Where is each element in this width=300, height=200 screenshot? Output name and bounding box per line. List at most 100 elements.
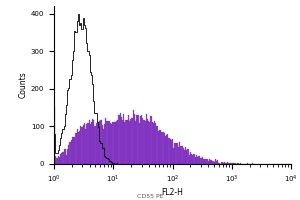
Bar bbox=[134, 114, 135, 164]
Bar bbox=[205, 159, 206, 164]
Bar bbox=[197, 157, 198, 164]
Bar bbox=[136, 115, 137, 164]
Bar bbox=[67, 149, 68, 164]
Bar bbox=[177, 143, 178, 164]
Bar bbox=[151, 116, 152, 164]
Bar bbox=[171, 140, 172, 164]
Bar bbox=[226, 163, 227, 164]
Bar bbox=[113, 122, 115, 164]
Bar bbox=[93, 120, 94, 164]
Bar bbox=[98, 122, 99, 164]
Bar bbox=[162, 132, 164, 164]
Bar bbox=[142, 118, 143, 164]
Bar bbox=[193, 154, 194, 164]
Bar bbox=[61, 153, 62, 164]
Bar bbox=[110, 123, 111, 164]
Bar bbox=[235, 163, 236, 164]
Bar bbox=[60, 154, 61, 164]
Bar bbox=[196, 155, 197, 164]
Bar bbox=[237, 163, 238, 164]
Bar bbox=[192, 155, 193, 164]
Bar bbox=[216, 161, 217, 164]
Bar bbox=[167, 134, 168, 164]
Bar bbox=[185, 147, 186, 164]
Bar bbox=[209, 159, 210, 164]
Bar bbox=[127, 120, 128, 164]
X-axis label: FL2-H: FL2-H bbox=[162, 188, 183, 197]
Bar bbox=[109, 121, 110, 164]
Bar bbox=[240, 163, 241, 164]
Bar bbox=[105, 118, 106, 164]
Bar bbox=[218, 163, 220, 164]
Bar bbox=[190, 152, 191, 164]
Bar bbox=[252, 163, 253, 164]
Bar bbox=[58, 156, 59, 164]
Bar bbox=[139, 123, 140, 164]
Bar bbox=[212, 161, 214, 164]
Bar bbox=[124, 122, 125, 164]
Bar bbox=[96, 123, 97, 164]
Bar bbox=[174, 143, 175, 164]
Bar bbox=[130, 119, 131, 164]
Bar bbox=[153, 123, 154, 164]
Bar bbox=[59, 157, 60, 164]
Bar bbox=[66, 155, 67, 164]
Bar bbox=[92, 119, 93, 164]
Bar bbox=[111, 124, 112, 164]
Bar bbox=[176, 143, 177, 164]
Bar bbox=[140, 116, 141, 164]
Bar bbox=[88, 120, 90, 164]
Bar bbox=[229, 163, 230, 164]
Bar bbox=[206, 159, 208, 164]
Bar bbox=[200, 158, 202, 164]
Bar bbox=[161, 132, 162, 164]
Bar bbox=[183, 148, 184, 164]
Bar bbox=[182, 146, 183, 164]
Bar bbox=[168, 138, 169, 164]
Bar bbox=[112, 122, 113, 164]
Bar bbox=[223, 163, 224, 164]
Bar bbox=[82, 125, 84, 164]
Bar bbox=[221, 162, 222, 164]
Bar bbox=[159, 130, 160, 164]
Bar bbox=[166, 135, 167, 164]
Bar bbox=[78, 132, 79, 164]
Bar bbox=[189, 155, 190, 164]
Bar bbox=[202, 157, 203, 164]
Bar bbox=[62, 152, 64, 164]
Bar bbox=[100, 120, 102, 164]
Bar bbox=[128, 115, 129, 164]
Bar bbox=[152, 122, 153, 164]
Bar bbox=[179, 142, 180, 164]
Bar bbox=[169, 139, 171, 164]
Bar bbox=[122, 120, 123, 164]
Bar bbox=[172, 139, 173, 164]
Bar bbox=[198, 156, 199, 164]
Bar bbox=[55, 156, 56, 164]
Bar bbox=[56, 158, 58, 164]
Bar bbox=[230, 163, 232, 164]
Bar bbox=[156, 126, 158, 164]
Bar bbox=[125, 120, 127, 164]
Bar bbox=[217, 160, 218, 164]
Bar bbox=[97, 123, 98, 164]
Bar bbox=[149, 122, 151, 164]
Bar bbox=[232, 163, 234, 164]
Bar bbox=[228, 163, 229, 164]
Bar bbox=[145, 121, 146, 164]
Bar bbox=[141, 115, 142, 164]
Bar bbox=[222, 162, 223, 164]
Bar bbox=[73, 137, 74, 164]
Bar bbox=[247, 163, 248, 164]
Bar bbox=[234, 163, 235, 164]
Bar bbox=[87, 123, 88, 164]
Bar bbox=[54, 106, 55, 164]
Bar bbox=[135, 121, 136, 164]
Bar bbox=[65, 149, 66, 164]
Bar bbox=[116, 121, 117, 164]
Bar bbox=[81, 127, 83, 164]
Bar bbox=[104, 124, 105, 164]
Bar bbox=[224, 162, 226, 164]
Bar bbox=[204, 159, 205, 164]
Bar bbox=[68, 145, 70, 164]
